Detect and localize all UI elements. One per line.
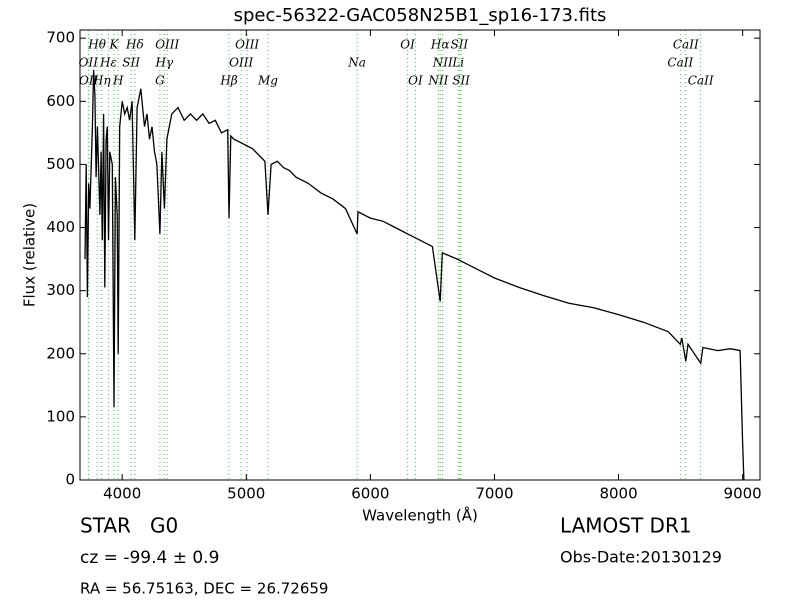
obs-date: Obs-Date:20130129 (560, 548, 722, 567)
class: STAR (80, 514, 131, 538)
spectral-line-label: Na (347, 56, 366, 70)
spectral-line-label: OIII (229, 56, 253, 70)
spectral-line-label: G (155, 74, 165, 88)
chart-title: spec-56322-GAC058N25B1_sp16-173.fits (234, 5, 607, 26)
x-tick-label: 6000 (351, 485, 389, 503)
y-tick-label: 0 (65, 471, 75, 489)
y-tick-label: 700 (46, 29, 75, 47)
spectral-line-label: Hε (99, 56, 117, 70)
spectral-line-label: SII (452, 74, 470, 88)
spectral-line-label: Hα (430, 38, 450, 52)
y-tick-label: 200 (46, 344, 75, 362)
spectral-line-label: Hβ (219, 74, 237, 88)
spectral-line-label: SII (450, 38, 468, 52)
release: LAMOST DR1 (560, 514, 692, 538)
x-tick-label: 9000 (724, 485, 762, 503)
redshift: cz = -99.4 ± 0.9 (80, 548, 219, 568)
spectral-line-label: NII (432, 56, 453, 70)
plot-frame (79, 29, 761, 481)
x-tick-label: 7000 (475, 485, 513, 503)
spectral-line-label: SII (122, 56, 140, 70)
spectral-line-label: Hγ (155, 56, 174, 70)
y-tick-label: 400 (46, 218, 75, 236)
x-tick-label: 5000 (227, 485, 265, 503)
spectral-line-label: OI (408, 74, 423, 88)
spectral-line-label: CaII (667, 56, 693, 70)
x-tick-label: 8000 (599, 485, 637, 503)
spectral-line-label: H (112, 74, 124, 88)
spectral-line-label: CaII (688, 74, 714, 88)
y-tick-label: 500 (46, 155, 75, 173)
x-tick-label: 4000 (103, 485, 141, 503)
spectral-line-label: CaII (673, 38, 699, 52)
spectral-line-label: Hη (92, 74, 111, 88)
spectrum (84, 69, 745, 481)
spectral-line-label: OI (400, 38, 415, 52)
y-tick-label: 600 (46, 92, 75, 110)
spectral-line-label: Hθ (87, 38, 106, 52)
spectral-line-label: Mg (257, 74, 278, 88)
y-axis-label: Flux (relative) (21, 203, 39, 307)
subclass: G0 (150, 514, 178, 538)
coordinates: RA = 56.75163, DEC = 26.72659 (80, 580, 328, 598)
spectral-line-label: NII (427, 74, 448, 88)
y-tick-label: 100 (46, 407, 75, 425)
spectral-line-label: Hδ (125, 38, 144, 52)
spectral-line-label: OIII (235, 38, 259, 52)
spectral-line-label: Li (451, 56, 464, 70)
spectral-line-label: OIII (155, 38, 179, 52)
y-tick-label: 300 (46, 281, 75, 299)
x-axis-label: Wavelength (Å) (362, 506, 478, 525)
spectral-line-label: K (109, 38, 120, 52)
